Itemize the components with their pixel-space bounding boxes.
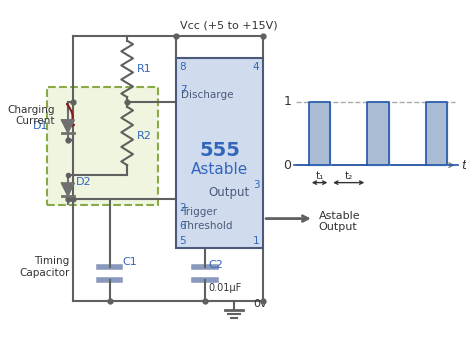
Text: 5: 5: [179, 236, 186, 246]
Text: t₂: t₂: [345, 171, 353, 181]
Text: D1: D1: [33, 121, 48, 131]
Polygon shape: [425, 102, 447, 165]
Text: Charging
Current: Charging Current: [8, 105, 55, 126]
Text: Threshold: Threshold: [181, 221, 232, 231]
Text: C2: C2: [209, 260, 224, 270]
Text: 3: 3: [253, 180, 259, 190]
Text: Astable: Astable: [191, 162, 248, 178]
Text: Discharge: Discharge: [181, 90, 233, 100]
Polygon shape: [309, 102, 330, 165]
Text: R2: R2: [137, 131, 152, 141]
Text: Output: Output: [209, 186, 250, 199]
Polygon shape: [62, 183, 74, 196]
Text: t₁: t₁: [315, 171, 324, 181]
Polygon shape: [62, 120, 74, 133]
Text: Astable
Output: Astable Output: [319, 211, 360, 233]
Text: Trigger: Trigger: [181, 207, 217, 217]
Text: R1: R1: [137, 64, 151, 74]
Text: 2: 2: [179, 203, 186, 213]
Text: t: t: [461, 159, 466, 172]
Text: 1: 1: [283, 96, 291, 108]
Text: Timing
Capacitor: Timing Capacitor: [20, 256, 70, 278]
Text: 0v: 0v: [254, 299, 267, 309]
Text: Vcc (+5 to +15V): Vcc (+5 to +15V): [180, 20, 278, 30]
Bar: [176, 58, 263, 248]
Text: 1: 1: [253, 236, 259, 246]
Text: 0.01μF: 0.01μF: [209, 283, 242, 293]
Text: 4: 4: [253, 62, 259, 72]
Polygon shape: [367, 102, 389, 165]
Text: 8: 8: [179, 62, 186, 72]
Text: 6: 6: [179, 221, 186, 231]
Text: 7: 7: [179, 85, 186, 96]
Text: 555: 555: [199, 141, 240, 160]
Text: C1: C1: [122, 257, 137, 267]
Bar: [48, 87, 158, 205]
Text: 0: 0: [283, 159, 291, 172]
Text: D2: D2: [75, 177, 91, 187]
